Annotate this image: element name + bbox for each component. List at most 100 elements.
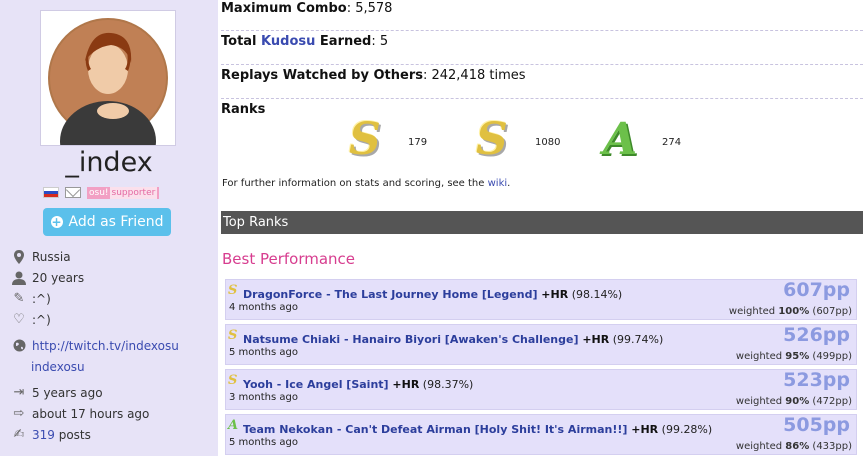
score-mods: +HR [627,423,659,436]
score-date: 5 months ago [229,347,298,358]
kudosu-link[interactable]: Kudosu [261,34,316,49]
kudosu-label-pre: Total [221,34,262,49]
heart-icon: ♡ [13,312,25,327]
score-pp: 526pp [783,324,850,346]
rank-sh-icon: S [476,114,508,165]
avatar[interactable] [40,10,176,146]
profile-sidebar: _index osu! supporter + Add as Friend Ru… [0,0,218,456]
replays-label: Replays Watched by Others [221,68,423,83]
ranks-heading: Ranks [221,102,266,117]
info-age: 20 years [12,271,84,285]
info-occupation: ✎ :^) [12,291,51,307]
info-interests: ♡ :^) [12,312,51,328]
weighted-label: weighted [735,396,786,407]
score-accuracy: (98.14%) [568,288,623,301]
wiki-link[interactable]: wiki [487,178,508,189]
score-row[interactable]: A Team Nekokan - Can't Defeat Airman [Ho… [225,414,857,455]
website-link[interactable]: http://twitch.tv/indexosu [32,339,179,353]
supporter-badge[interactable]: osu! supporter [87,186,160,199]
weighted-pp: (607pp) [809,306,852,317]
add-friend-button[interactable]: + Add as Friend [43,208,171,236]
top-ranks-header: Top Ranks [221,211,863,234]
max-combo-value: : 5,578 [346,0,393,16]
supporter-badge-part1: osu! [89,187,109,198]
post-count-link[interactable]: 319 [32,428,55,442]
weight-percent: 95% [785,351,810,362]
twitch-link[interactable]: indexosu [31,360,85,374]
score-pp: 607pp [783,279,850,301]
joined-text: 5 years ago [32,386,103,400]
info-location: Russia [12,250,71,264]
rank-a-count: 274 [662,137,682,148]
globe-icon [12,339,26,353]
score-grade-icon: A [228,418,239,433]
replays-row: Replays Watched by Others: 242,418 times [221,64,863,86]
replays-value: : 242,418 times [422,68,526,83]
info-twitch: indexosu [31,360,85,374]
last-active-text: about 17 hours ago [32,407,150,421]
ranks-heading-row: Ranks [221,98,863,120]
score-row[interactable]: S Natsume Chiaki - Hanairo Biyori [Awake… [225,324,857,365]
add-friend-label: Add as Friend [68,214,164,230]
score-date: 5 months ago [229,437,298,448]
score-pp: 523pp [783,369,850,391]
score-weighted: weighted 86% (433pp) [736,441,852,452]
kudosu-row: Total Kudosu Earned: 5 [221,30,863,52]
further-info-pre: For further information on stats and sco… [222,178,488,189]
score-accuracy: (99.28%) [658,423,713,436]
weighted-pp: (433pp) [809,441,852,452]
best-performance-heading: Best Performance [222,250,356,268]
kudosu-label-post: Earned [315,34,372,49]
russia-flag-icon [43,187,59,198]
info-website: http://twitch.tv/indexosu [12,339,179,353]
weighted-label: weighted [735,351,786,362]
rank-a-icon: A [603,114,638,165]
weighted-pp: (499pp) [809,351,852,362]
score-title-link[interactable]: Natsume Chiaki - Hanairo Biyori [Awaken'… [243,333,579,346]
score-accuracy: (98.37%) [419,378,474,391]
supporter-badge-part2: supporter [109,186,158,199]
score-title-link[interactable]: Yooh - Ice Angel [Saint] [243,378,389,391]
score-row[interactable]: S Yooh - Ice Angel [Saint] +HR (98.37%) … [225,369,857,410]
info-last-active: ⇨ about 17 hours ago [12,407,150,422]
max-combo-label: Maximum Combo [221,0,347,16]
score-accuracy: (99.74%) [609,333,664,346]
score-mods: +HR [537,288,569,301]
score-grade-icon: S [228,328,238,343]
profile-badges: osu! supporter [43,186,160,199]
score-mods: +HR [388,378,420,391]
score-grade-icon: S [228,283,238,298]
rank-ssh-icon: S [349,114,381,165]
max-combo-row: Maximum Combo: 5,578 [221,0,863,19]
score-pp: 505pp [783,414,850,436]
info-joined: ⇥ 5 years ago [12,385,103,401]
score-grade-icon: S [228,373,238,388]
score-title-link[interactable]: DragonForce - The Last Journey Home [Leg… [243,288,538,301]
mail-icon[interactable] [65,187,81,198]
score-date: 3 months ago [229,392,298,403]
rank-ssh-count: 179 [408,137,428,148]
score-row[interactable]: S DragonForce - The Last Journey Home [L… [225,279,857,320]
pencil-icon: ✎ [13,291,25,306]
posts-suffix: posts [54,428,91,442]
score-title-link[interactable]: Team Nekokan - Can't Defeat Airman [Holy… [243,423,628,436]
kudosu-value: : 5 [371,34,389,49]
edit-icon: ✍ [13,427,25,442]
occupation-text: :^) [32,292,51,306]
rank-sh-count: 1080 [535,137,561,148]
plus-circle-icon: + [50,215,63,229]
location-text: Russia [32,250,71,264]
info-posts: ✍ 319 posts [12,427,91,443]
further-info-post: . [507,178,511,189]
further-info-text: For further information on stats and sco… [222,178,510,189]
score-mods: +HR [578,333,610,346]
age-text: 20 years [32,271,85,285]
username: _index [65,147,153,178]
score-weighted: weighted 95% (499pp) [736,351,852,362]
weight-percent: 100% [778,306,810,317]
sign-in-icon: ⇥ [13,385,25,400]
score-weighted: weighted 100% (607pp) [729,306,852,317]
weight-percent: 86% [785,441,810,452]
user-icon [12,271,26,285]
map-marker-icon [12,250,26,264]
